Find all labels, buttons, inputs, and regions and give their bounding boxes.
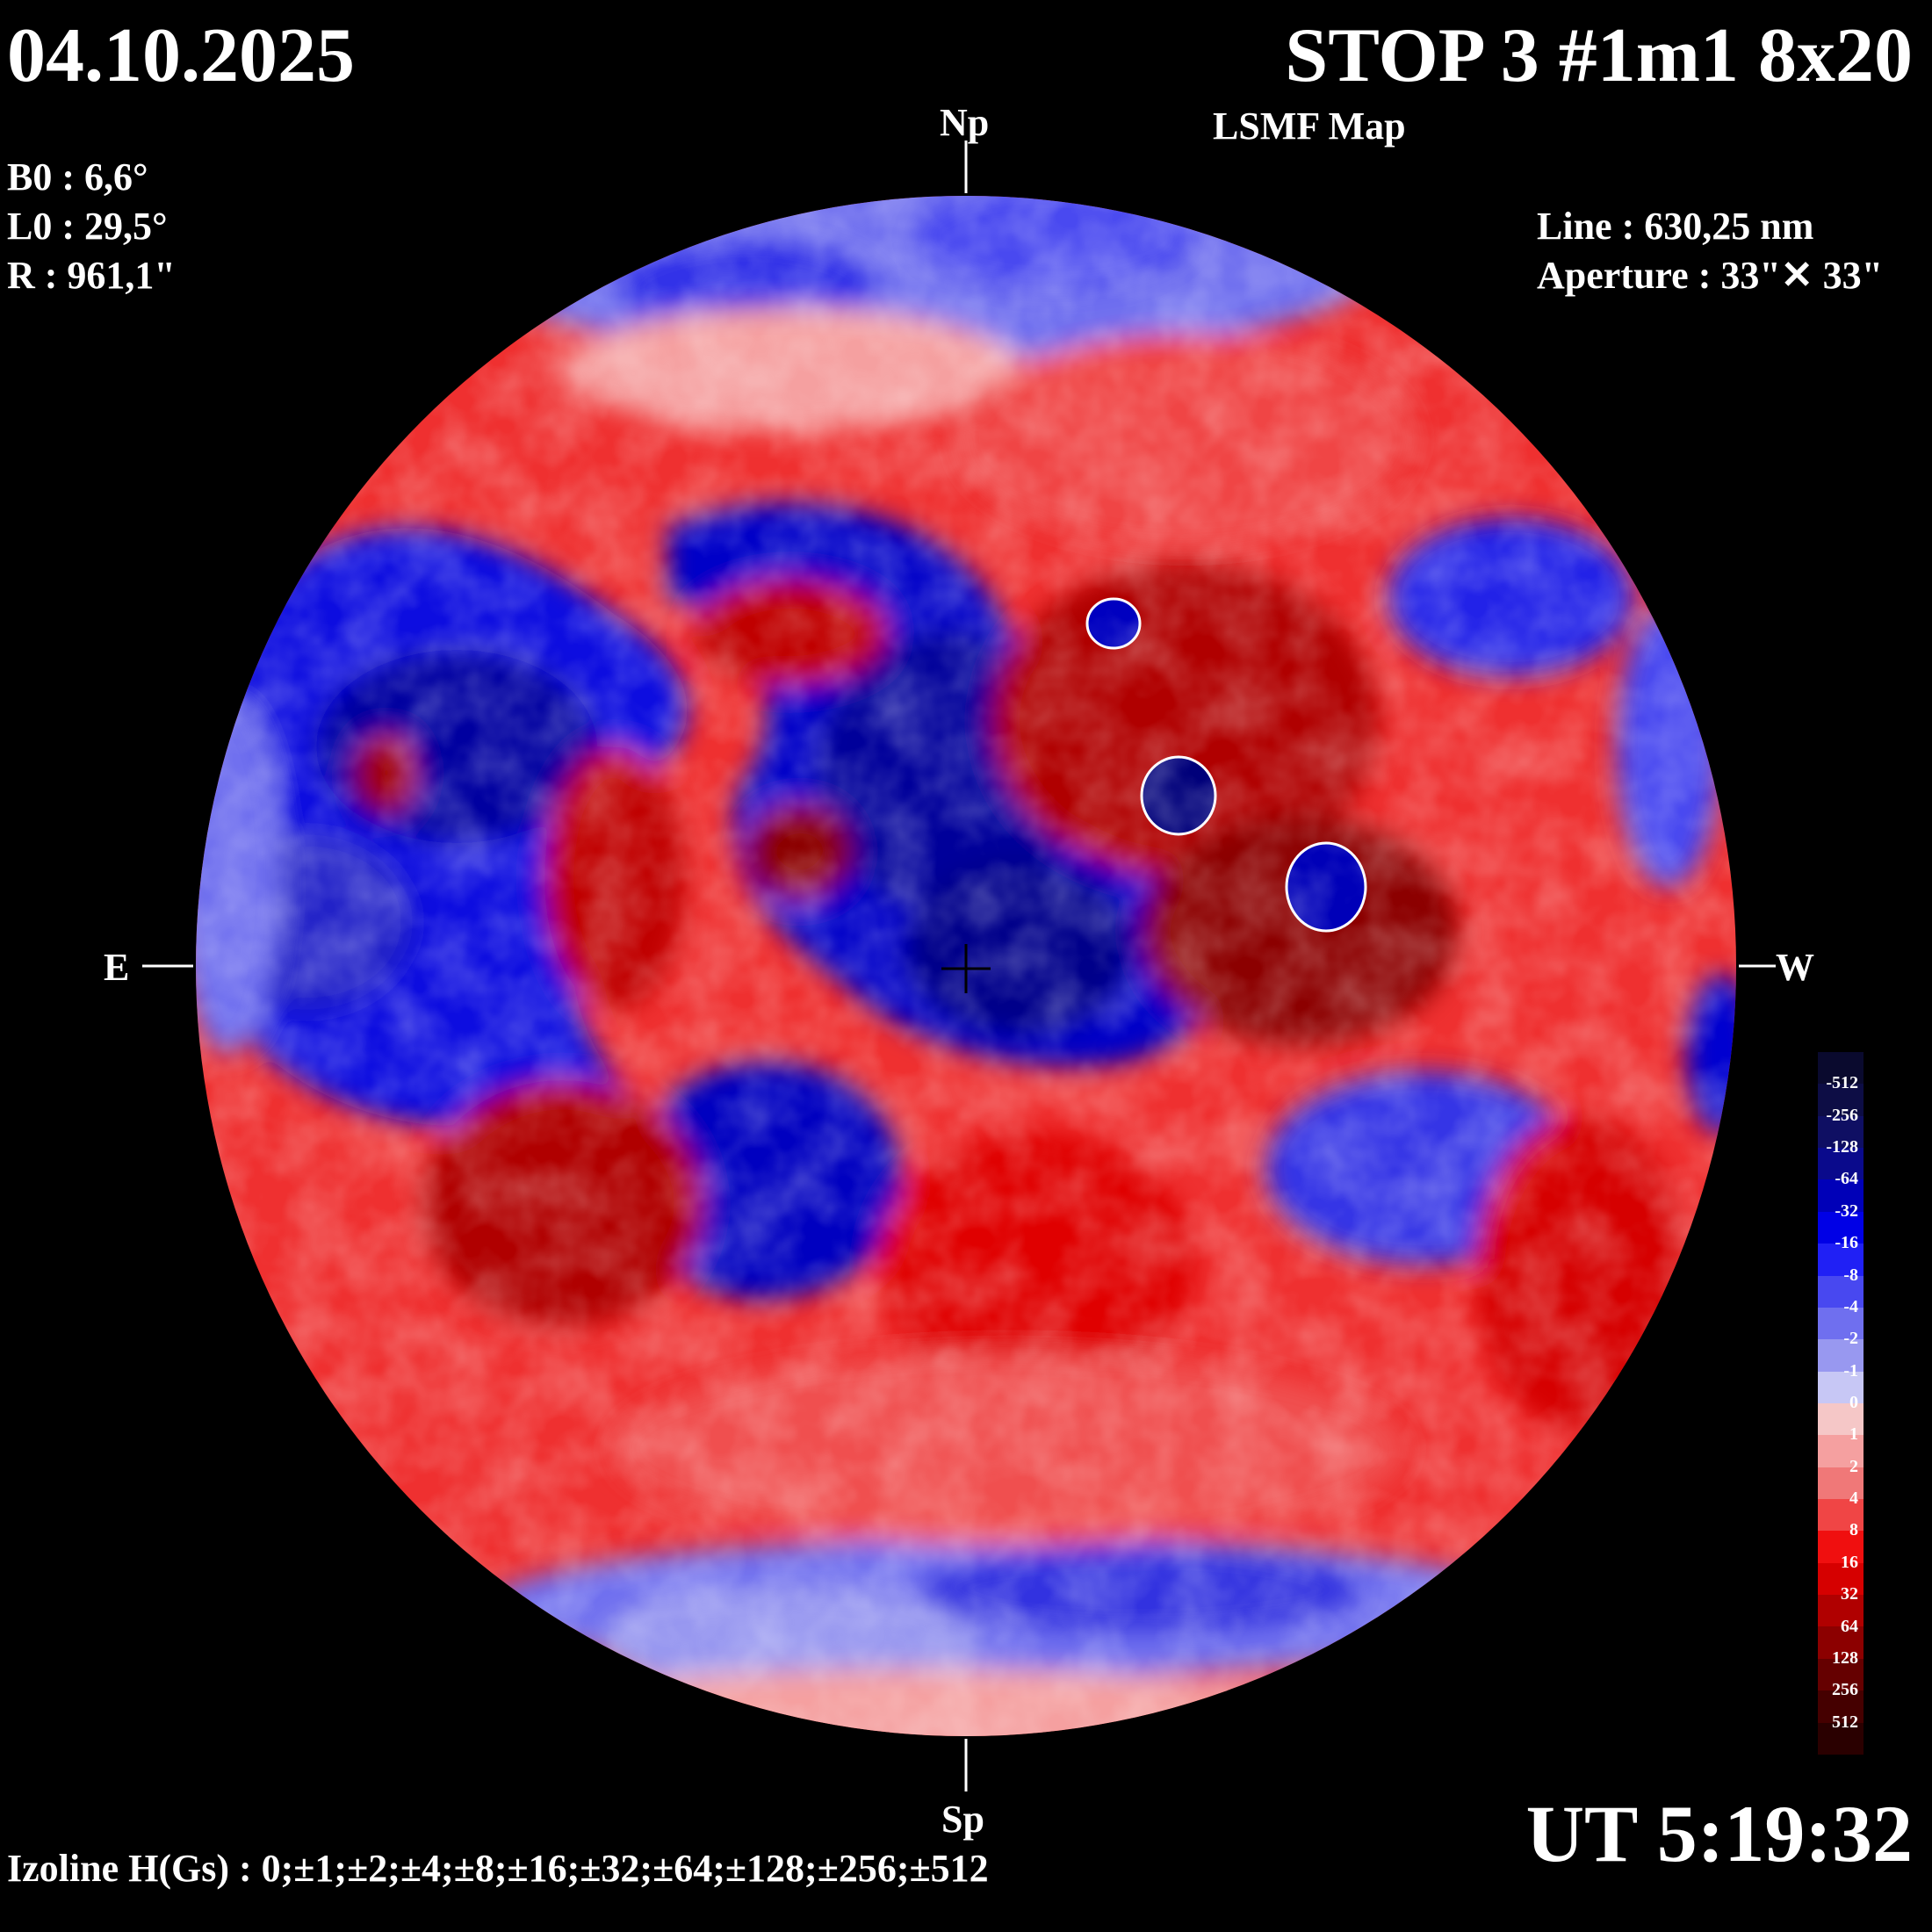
east-label: E bbox=[104, 946, 130, 989]
color-scale-label: 512 bbox=[1832, 1712, 1858, 1732]
color-scale-swatch bbox=[1818, 1179, 1864, 1212]
color-scale-swatch bbox=[1818, 1211, 1864, 1244]
color-scale-swatch bbox=[1818, 1531, 1864, 1563]
color-scale-swatch bbox=[1818, 1658, 1864, 1691]
north-pole-label: Np bbox=[940, 101, 990, 144]
color-scale-swatch bbox=[1818, 1115, 1864, 1149]
color-scale-label: -16 bbox=[1835, 1233, 1858, 1253]
map-title: STOP 3 #1m1 8x20 bbox=[1285, 13, 1913, 98]
color-scale-swatch bbox=[1818, 1307, 1864, 1340]
solar-disk bbox=[196, 196, 1736, 1736]
color-scale-swatch bbox=[1818, 1244, 1864, 1276]
color-scale-swatch bbox=[1818, 1467, 1864, 1500]
west-label: W bbox=[1776, 946, 1814, 989]
color-scale-label: -4 bbox=[1843, 1296, 1858, 1316]
color-scale-swatch bbox=[1818, 1690, 1864, 1723]
radius-value: R : 961,1" bbox=[7, 254, 176, 297]
color-scale-swatch bbox=[1818, 1595, 1864, 1627]
color-scale-label: -32 bbox=[1835, 1200, 1858, 1221]
color-scale-label: -256 bbox=[1826, 1105, 1858, 1125]
color-scale-label: 4 bbox=[1849, 1489, 1858, 1509]
color-scale-label: -64 bbox=[1835, 1169, 1858, 1189]
color-scale-swatch bbox=[1818, 1626, 1864, 1659]
color-scale-label: 64 bbox=[1841, 1616, 1858, 1636]
color-scale-swatch bbox=[1818, 1084, 1864, 1116]
map-subtitle: LSMF Map bbox=[1213, 105, 1406, 148]
color-scale-swatch bbox=[1818, 1402, 1864, 1436]
observation-date: 04.10.2025 bbox=[7, 13, 355, 98]
color-scale-label: 0 bbox=[1849, 1393, 1858, 1412]
color-scale-label: 128 bbox=[1832, 1647, 1858, 1668]
color-scale-swatch bbox=[1818, 1499, 1864, 1532]
color-scale-swatch bbox=[1818, 1275, 1864, 1308]
color-scale-label: -128 bbox=[1826, 1137, 1858, 1157]
color-scale-label: -2 bbox=[1843, 1329, 1858, 1349]
color-scale-swatch bbox=[1818, 1435, 1864, 1467]
color-scale-label: 16 bbox=[1841, 1552, 1858, 1572]
l0-value: L0 : 29,5° bbox=[7, 205, 168, 248]
color-scale-label: -8 bbox=[1843, 1265, 1858, 1285]
color-scale-swatch bbox=[1818, 1339, 1864, 1372]
color-scale-label: 8 bbox=[1849, 1520, 1858, 1540]
aperture-value: Aperture : 33"✕ 33" bbox=[1537, 254, 1884, 297]
color-scale-swatch bbox=[1818, 1722, 1864, 1755]
color-scale-legend: -512 -256 -128 -64 -32 -16 -8 -4 -2 -1 0 1 2 4 8 16 32 64… bbox=[1818, 1052, 1864, 1755]
color-scale-label: 32 bbox=[1841, 1584, 1858, 1604]
color-scale-label: -512 bbox=[1826, 1073, 1858, 1093]
color-scale-swatch bbox=[1818, 1371, 1864, 1403]
spectral-line: Line : 630,25 nm bbox=[1537, 205, 1814, 248]
b0-value: B0 : 6,6° bbox=[7, 155, 148, 198]
south-pole-label: Sp bbox=[941, 1798, 984, 1841]
color-scale-label: 1 bbox=[1849, 1424, 1858, 1445]
color-scale-swatch bbox=[1818, 1148, 1864, 1180]
color-scale-label: 2 bbox=[1849, 1456, 1858, 1476]
center-crosshair bbox=[941, 944, 991, 993]
color-scale-swatch bbox=[1818, 1562, 1864, 1596]
color-scale-swatch bbox=[1818, 1052, 1864, 1085]
color-scale-label: 256 bbox=[1832, 1680, 1858, 1700]
color-scale-label: -1 bbox=[1843, 1360, 1858, 1381]
universal-time: UT 5:19:32 bbox=[1525, 1789, 1913, 1878]
isoline-levels: Izoline H(Gs) : 0;±1;±2;±4;±8;±16;±32;±6… bbox=[7, 1847, 989, 1890]
